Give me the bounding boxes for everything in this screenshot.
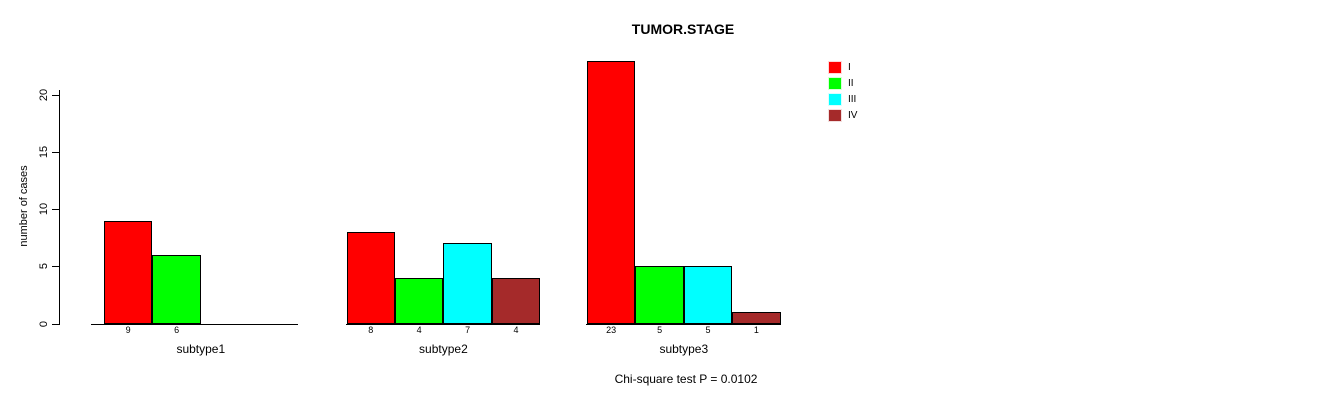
bar-IV-subtype3 — [732, 312, 781, 325]
x-baseline — [345, 324, 541, 325]
y-tick-mark — [52, 152, 59, 154]
bar-III-subtype2 — [443, 243, 492, 325]
category-label-subtype1: subtype1 — [176, 342, 226, 356]
y-tick-label: 15 — [38, 145, 50, 159]
legend-swatch-I — [828, 61, 842, 74]
bar-value-label: 23 — [606, 325, 617, 335]
y-tick-label: 0 — [38, 320, 50, 327]
category-label-subtype2: subtype2 — [419, 342, 468, 356]
y-tick-mark — [52, 209, 59, 211]
legend-swatch-IV — [828, 109, 842, 122]
bar-value-label: 9 — [125, 325, 131, 335]
legend-swatch-III — [828, 93, 842, 106]
bar-I-subtype3 — [587, 60, 636, 325]
category-label-subtype3: subtype3 — [659, 342, 709, 356]
legend-label-II: II — [848, 78, 854, 89]
legend: I II III IV — [828, 61, 857, 125]
legend-row-III: III — [828, 93, 857, 106]
bar-II-subtype2 — [395, 277, 444, 325]
bar-II-subtype3 — [635, 266, 684, 325]
chart-title: TUMOR.STAGE — [631, 21, 735, 37]
bar-III-subtype3 — [683, 266, 733, 325]
bar-value-label: 5 — [657, 325, 663, 335]
bar-IV-subtype2 — [491, 277, 541, 325]
y-tick-label: 20 — [38, 88, 50, 102]
bar-value-label: 7 — [465, 325, 471, 335]
bar-value-label: 4 — [416, 325, 422, 335]
legend-label-I: I — [848, 62, 851, 73]
y-tick-label: 5 — [38, 263, 50, 270]
chi-square-annotation: Chi-square test P = 0.0102 — [614, 372, 758, 386]
legend-row-II: II — [828, 77, 857, 90]
legend-row-I: I — [828, 61, 857, 74]
x-baseline — [91, 324, 298, 325]
bar-value-label: 5 — [705, 325, 711, 335]
bar-value-label: 4 — [513, 325, 519, 335]
bar-value-label: 6 — [174, 325, 180, 335]
legend-label-IV: IV — [848, 110, 858, 121]
y-tick-mark — [52, 266, 59, 268]
y-tick-mark — [52, 323, 59, 325]
x-baseline — [586, 324, 781, 325]
y-axis-line — [59, 90, 60, 325]
bar-value-label: 1 — [753, 325, 759, 335]
bar-value-label: 8 — [368, 325, 374, 335]
bar-I-subtype2 — [346, 232, 395, 325]
legend-label-III: III — [848, 94, 857, 105]
legend-row-IV: IV — [828, 109, 857, 122]
y-tick-mark — [52, 94, 59, 96]
bar-I-subtype1 — [104, 220, 153, 325]
legend-swatch-II — [828, 77, 842, 90]
bar-II-subtype1 — [152, 254, 201, 325]
y-tick-label: 10 — [38, 203, 50, 216]
